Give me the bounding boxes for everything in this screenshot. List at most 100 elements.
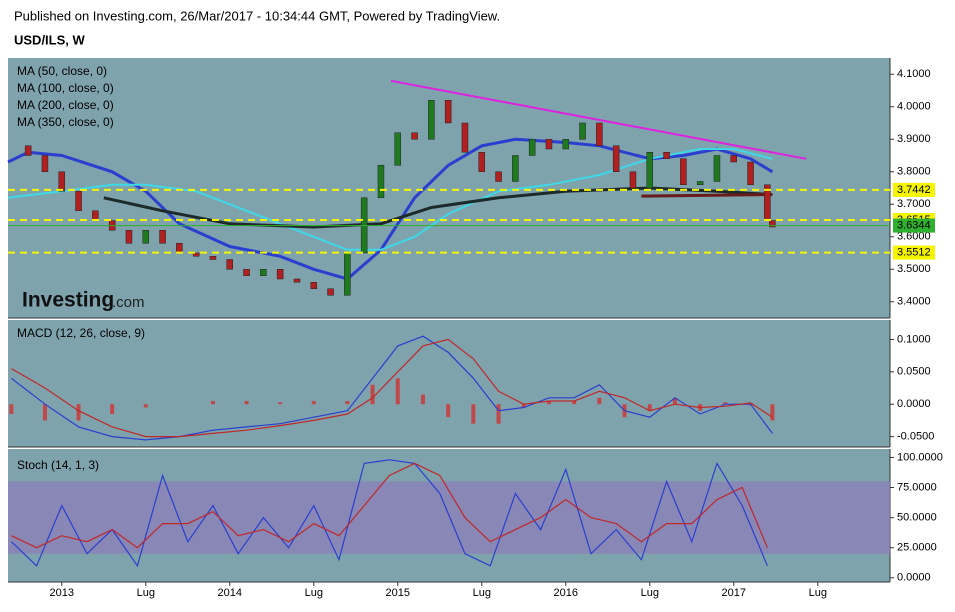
candle <box>209 256 217 260</box>
x-tick-label: Lug <box>137 587 155 599</box>
x-tick-label: Lug <box>473 587 491 599</box>
candle <box>58 171 66 192</box>
histogram-bar <box>672 397 677 405</box>
candle <box>125 230 133 244</box>
candle <box>377 165 385 198</box>
panel-title: Stoch (14, 1, 3) <box>17 458 99 472</box>
candle <box>394 132 402 166</box>
x-tick-label: 2014 <box>218 587 242 599</box>
indicator-line <box>11 338 773 438</box>
candle <box>562 139 570 150</box>
candle <box>24 145 32 156</box>
y-tick-label: 50.0000 <box>897 512 937 524</box>
moving-average <box>641 193 773 198</box>
histogram-bar <box>471 404 476 424</box>
y-tick-label: 0.1000 <box>897 333 931 345</box>
candle <box>730 155 738 163</box>
candle <box>41 155 49 172</box>
histogram-bar <box>647 404 652 411</box>
candle <box>192 252 200 257</box>
y-tick-label: 25.0000 <box>897 542 937 554</box>
level-label: 3.5512 <box>897 247 931 259</box>
y-tick-label: -0.0500 <box>897 431 934 443</box>
y-tick-label: 0.0500 <box>897 366 931 378</box>
candle <box>663 152 670 159</box>
y-tick-label: 3.7000 <box>897 198 931 210</box>
y-tick-label: 0.0000 <box>897 398 931 410</box>
histogram-bar <box>278 402 283 405</box>
candle <box>226 259 234 270</box>
y-tick-label: 4.1000 <box>897 68 931 80</box>
symbol: USD/ILS, W <box>14 32 86 47</box>
watermark: Investing <box>22 289 114 312</box>
legend-entry: MA (350, close, 0) <box>17 115 114 129</box>
candle <box>276 269 284 280</box>
candle <box>411 132 418 140</box>
histogram-bar <box>9 404 14 414</box>
indicator-line <box>10 459 768 568</box>
candle <box>176 243 183 254</box>
candle <box>696 181 704 185</box>
histogram-bar <box>110 404 115 414</box>
y-tick-label: 75.0000 <box>897 481 937 493</box>
candle <box>444 100 452 124</box>
histogram-bar <box>770 404 775 421</box>
trend-line <box>390 79 807 160</box>
candle <box>428 100 435 140</box>
candle <box>579 122 586 140</box>
candle <box>327 288 334 296</box>
candle <box>478 152 486 172</box>
candle <box>243 269 250 276</box>
histogram-bar <box>143 404 148 408</box>
legend-entry: MA (50, close, 0) <box>17 64 107 78</box>
x-tick-label: Lug <box>305 587 323 599</box>
histogram-bar <box>395 378 400 405</box>
level-label: 3.7442 <box>897 184 931 196</box>
candle <box>769 220 776 228</box>
x-tick-label: Lug <box>641 587 659 599</box>
candle <box>528 139 536 156</box>
candle <box>629 171 637 189</box>
histogram-bar <box>597 397 602 405</box>
histogram-bar <box>446 404 451 418</box>
last-price-label: 3.6344 <box>897 219 931 231</box>
panel-background <box>8 320 890 447</box>
histogram-bar <box>42 404 47 421</box>
histogram-bar <box>244 400 249 405</box>
published-note: Published on Investing.com, 26/Mar/2017 … <box>14 8 500 23</box>
histogram-bar <box>521 404 526 408</box>
indicator-line <box>11 462 768 549</box>
last-price-box <box>893 218 935 233</box>
x-tick-label: 2013 <box>50 587 74 599</box>
candle <box>142 230 150 244</box>
candle <box>713 155 721 182</box>
watermark: .com <box>112 294 145 311</box>
candle <box>596 122 603 146</box>
y-tick-label: 0.0000 <box>897 572 931 584</box>
level-label-box <box>893 182 935 197</box>
candle <box>344 252 351 296</box>
candle <box>512 155 519 182</box>
candle <box>545 139 553 150</box>
candle <box>461 122 469 153</box>
y-tick-label: 3.6000 <box>897 231 931 243</box>
y-tick-label: 3.5000 <box>897 263 931 275</box>
panel-title: MACD (12, 26, close, 9) <box>17 326 145 340</box>
stoch-band <box>8 481 890 554</box>
y-tick-label: 4.0000 <box>897 101 931 113</box>
candle <box>159 230 166 244</box>
y-tick-label: 3.9000 <box>897 133 931 145</box>
histogram-bar <box>311 400 316 405</box>
histogram-bar <box>420 394 425 405</box>
y-tick-label: 3.4000 <box>897 296 931 308</box>
candle <box>293 278 301 283</box>
candle <box>747 161 754 185</box>
histogram-bar <box>210 400 215 405</box>
histogram-bar <box>723 402 728 405</box>
candle <box>612 145 620 172</box>
candle <box>680 158 687 185</box>
candle <box>260 269 267 276</box>
histogram-bar <box>76 404 81 421</box>
legend-entry: MA (100, close, 0) <box>17 81 114 95</box>
